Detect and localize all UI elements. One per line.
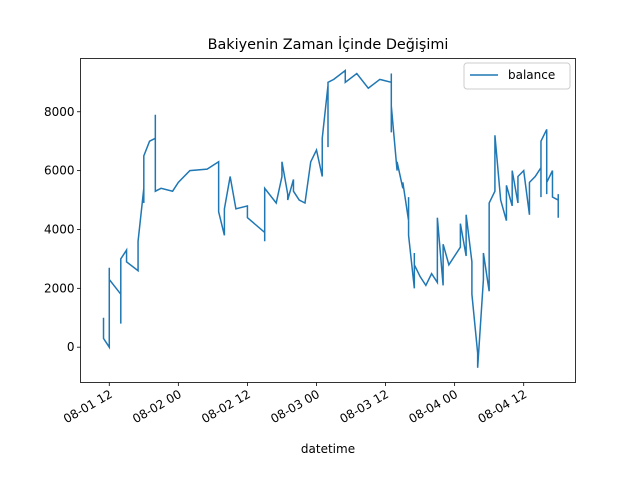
chart-title: Bakiyenin Zaman İçinde Değişimi <box>208 35 449 53</box>
legend-box <box>463 62 571 90</box>
y-tick-label: 0 <box>67 340 75 354</box>
y-tick-label: 6000 <box>44 164 75 178</box>
x-axis-label: datetime <box>301 442 355 456</box>
y-tick-label: 8000 <box>44 105 75 119</box>
x-tick-label: 08-02 00 <box>130 387 184 426</box>
y-tick-label: 4000 <box>44 222 75 236</box>
legend-label: balance <box>508 68 555 82</box>
x-tick-label: 08-04 00 <box>406 387 460 426</box>
x-tick-label: 08-03 12 <box>337 387 391 426</box>
x-tick-label: 08-03 00 <box>268 387 322 426</box>
y-tick-label: 2000 <box>44 281 75 295</box>
x-tick-label: 08-04 12 <box>475 387 529 426</box>
x-tick-label: 08-02 12 <box>199 387 253 426</box>
line <box>102 69 559 368</box>
x-tick-label: 08-01 12 <box>61 387 115 426</box>
plot-frame <box>80 58 576 383</box>
